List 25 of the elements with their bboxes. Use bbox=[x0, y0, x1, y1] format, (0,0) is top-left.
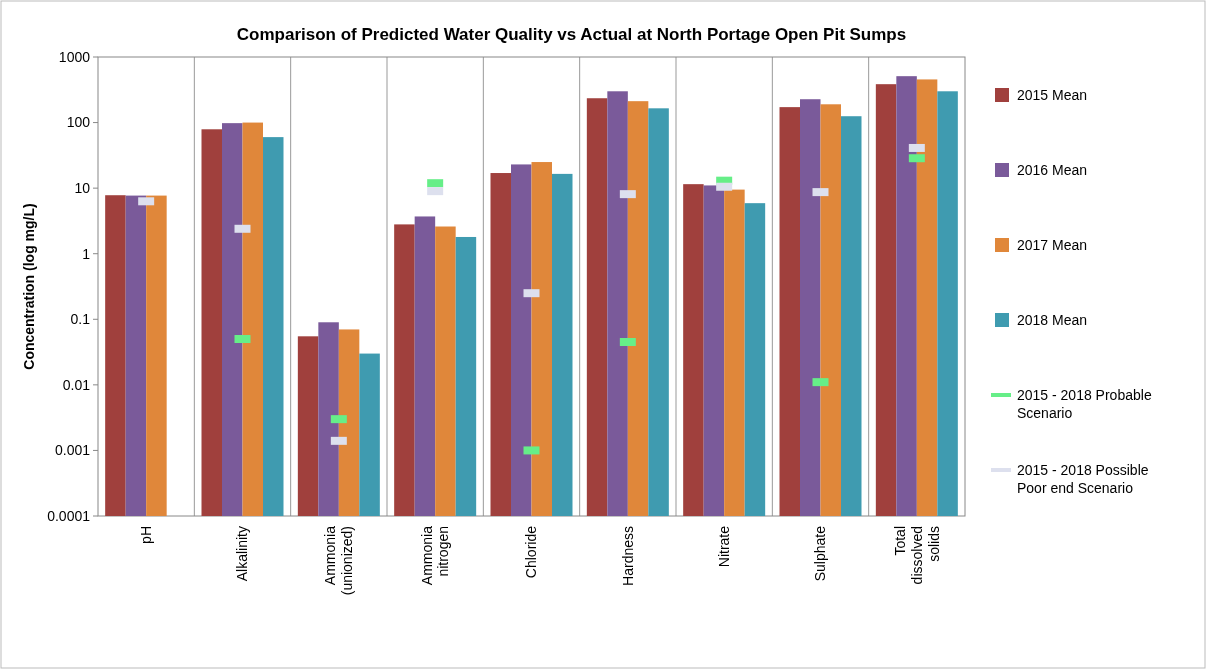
legend-label: 2016 Mean bbox=[1017, 161, 1088, 178]
y-tick-label: 100 bbox=[66, 114, 91, 131]
y-tick-label: 1000 bbox=[58, 48, 91, 65]
x-tick-label: Ammonia nitrogen bbox=[418, 525, 452, 586]
x-tick-label: Sulphate bbox=[812, 525, 829, 582]
legend-label: 2017 Mean bbox=[1017, 236, 1088, 253]
legend-label: 2015 - 2018 Possible Poor end Scenario bbox=[1017, 461, 1149, 497]
x-tick-label: Ammonia (unionized) bbox=[322, 525, 356, 596]
y-tick-label: 0.1 bbox=[70, 311, 91, 328]
legend-label: 2015 - 2018 Probable Scenario bbox=[1017, 386, 1152, 422]
x-tick-label: Alkalinity bbox=[234, 526, 251, 582]
legend-label: 2015 Mean bbox=[1017, 86, 1088, 103]
y-tick-label: 10 bbox=[74, 180, 91, 197]
y-tick-label: 0.01 bbox=[62, 376, 91, 393]
chart-title: Comparison of Predicted Water Quality vs Actual at North Portage Open Pit Sumps bbox=[236, 25, 907, 44]
x-tick-label: Hardness bbox=[619, 526, 636, 586]
y-tick-label: 0.0001 bbox=[47, 507, 91, 524]
x-tick-label: Total dissolved solids bbox=[891, 526, 942, 585]
x-tick-label: Chloride bbox=[523, 525, 540, 579]
x-tick-label: Nitrate bbox=[716, 525, 733, 568]
y-axis-title: Concentration (log mg/L) bbox=[21, 203, 37, 370]
y-tick-label: 1 bbox=[82, 245, 91, 262]
legend-label: 2018 Mean bbox=[1017, 311, 1088, 328]
x-tick-label: pH bbox=[138, 526, 155, 544]
y-tick-label: 0.001 bbox=[54, 442, 91, 459]
